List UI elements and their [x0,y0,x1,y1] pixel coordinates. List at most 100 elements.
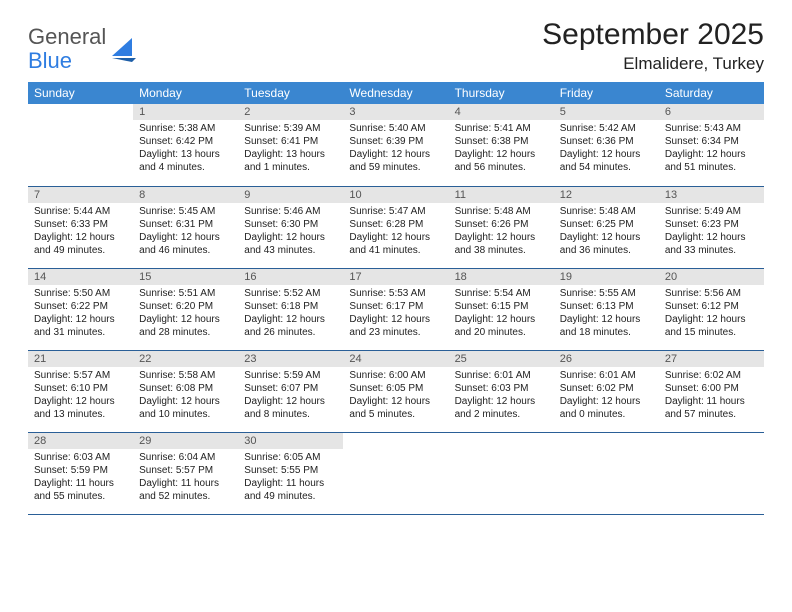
sunrise-line: Sunrise: 5:39 AM [244,122,337,135]
weekday-header: Monday [133,82,238,104]
calendar-cell: 23Sunrise: 5:59 AMSunset: 6:07 PMDayligh… [238,350,343,432]
day-data: Sunrise: 5:52 AMSunset: 6:18 PMDaylight:… [238,285,343,343]
day-data: Sunrise: 5:57 AMSunset: 6:10 PMDaylight:… [28,367,133,425]
calendar-cell [554,432,659,514]
day-number: 1 [133,104,238,120]
calendar-cell: 11Sunrise: 5:48 AMSunset: 6:26 PMDayligh… [449,186,554,268]
day-data: Sunrise: 5:56 AMSunset: 6:12 PMDaylight:… [659,285,764,343]
daylight-line: Daylight: 12 hours and 49 minutes. [34,231,127,257]
weekday-header: Wednesday [343,82,448,104]
day-data: Sunrise: 5:41 AMSunset: 6:38 PMDaylight:… [449,120,554,178]
daylight-line: Daylight: 11 hours and 55 minutes. [34,477,127,503]
sunrise-line: Sunrise: 5:40 AM [349,122,442,135]
day-number: 30 [238,433,343,449]
day-number: 17 [343,269,448,285]
day-number: 27 [659,351,764,367]
sunrise-line: Sunrise: 5:57 AM [34,369,127,382]
calendar-cell: 6Sunrise: 5:43 AMSunset: 6:34 PMDaylight… [659,104,764,186]
calendar-cell: 19Sunrise: 5:55 AMSunset: 6:13 PMDayligh… [554,268,659,350]
day-data: Sunrise: 5:54 AMSunset: 6:15 PMDaylight:… [449,285,554,343]
sunset-line: Sunset: 6:00 PM [665,382,758,395]
day-data: Sunrise: 5:47 AMSunset: 6:28 PMDaylight:… [343,203,448,261]
sunrise-line: Sunrise: 5:50 AM [34,287,127,300]
logo: General Blue [28,24,138,74]
sunrise-line: Sunrise: 5:58 AM [139,369,232,382]
day-number: 10 [343,187,448,203]
daylight-line: Daylight: 12 hours and 0 minutes. [560,395,653,421]
day-number: 21 [28,351,133,367]
day-number: 6 [659,104,764,120]
day-number: 24 [343,351,448,367]
calendar-cell: 24Sunrise: 6:00 AMSunset: 6:05 PMDayligh… [343,350,448,432]
calendar-cell: 10Sunrise: 5:47 AMSunset: 6:28 PMDayligh… [343,186,448,268]
calendar-row: 7Sunrise: 5:44 AMSunset: 6:33 PMDaylight… [28,186,764,268]
daylight-line: Daylight: 11 hours and 57 minutes. [665,395,758,421]
sunset-line: Sunset: 6:07 PM [244,382,337,395]
calendar-cell: 1Sunrise: 5:38 AMSunset: 6:42 PMDaylight… [133,104,238,186]
daylight-line: Daylight: 12 hours and 20 minutes. [455,313,548,339]
sunrise-line: Sunrise: 5:46 AM [244,205,337,218]
day-number: 9 [238,187,343,203]
sunset-line: Sunset: 6:30 PM [244,218,337,231]
weekday-header-row: Sunday Monday Tuesday Wednesday Thursday… [28,82,764,104]
sunrise-line: Sunrise: 6:00 AM [349,369,442,382]
sunrise-line: Sunrise: 5:45 AM [139,205,232,218]
weekday-header: Tuesday [238,82,343,104]
daylight-line: Daylight: 12 hours and 43 minutes. [244,231,337,257]
weekday-header: Thursday [449,82,554,104]
calendar-cell: 22Sunrise: 5:58 AMSunset: 6:08 PMDayligh… [133,350,238,432]
sunrise-line: Sunrise: 5:55 AM [560,287,653,300]
daylight-line: Daylight: 12 hours and 15 minutes. [665,313,758,339]
sunrise-line: Sunrise: 5:56 AM [665,287,758,300]
day-number: 5 [554,104,659,120]
sunset-line: Sunset: 6:33 PM [34,218,127,231]
sunrise-line: Sunrise: 5:59 AM [244,369,337,382]
sunrise-line: Sunrise: 5:47 AM [349,205,442,218]
day-number: 20 [659,269,764,285]
calendar-cell: 4Sunrise: 5:41 AMSunset: 6:38 PMDaylight… [449,104,554,186]
sunset-line: Sunset: 6:13 PM [560,300,653,313]
sunrise-line: Sunrise: 6:01 AM [455,369,548,382]
sunset-line: Sunset: 6:41 PM [244,135,337,148]
calendar-row: 14Sunrise: 5:50 AMSunset: 6:22 PMDayligh… [28,268,764,350]
calendar-cell: 18Sunrise: 5:54 AMSunset: 6:15 PMDayligh… [449,268,554,350]
calendar-cell: 17Sunrise: 5:53 AMSunset: 6:17 PMDayligh… [343,268,448,350]
calendar-cell: 15Sunrise: 5:51 AMSunset: 6:20 PMDayligh… [133,268,238,350]
day-data: Sunrise: 5:49 AMSunset: 6:23 PMDaylight:… [659,203,764,261]
sunset-line: Sunset: 6:12 PM [665,300,758,313]
sunset-line: Sunset: 6:25 PM [560,218,653,231]
sunset-line: Sunset: 6:26 PM [455,218,548,231]
sunrise-line: Sunrise: 5:41 AM [455,122,548,135]
sunset-line: Sunset: 6:38 PM [455,135,548,148]
sunrise-line: Sunrise: 5:52 AM [244,287,337,300]
day-number: 29 [133,433,238,449]
day-data: Sunrise: 5:51 AMSunset: 6:20 PMDaylight:… [133,285,238,343]
month-title: September 2025 [542,18,764,52]
logo-line1: General [28,24,106,49]
day-number: 3 [343,104,448,120]
day-data: Sunrise: 5:46 AMSunset: 6:30 PMDaylight:… [238,203,343,261]
sunset-line: Sunset: 6:23 PM [665,218,758,231]
logo-line2: Blue [28,48,106,74]
day-data: Sunrise: 6:01 AMSunset: 6:02 PMDaylight:… [554,367,659,425]
day-number: 15 [133,269,238,285]
sunset-line: Sunset: 6:08 PM [139,382,232,395]
calendar-cell [28,104,133,186]
day-data: Sunrise: 6:02 AMSunset: 6:00 PMDaylight:… [659,367,764,425]
sunset-line: Sunset: 6:10 PM [34,382,127,395]
sunrise-line: Sunrise: 5:42 AM [560,122,653,135]
day-number: 13 [659,187,764,203]
day-data: Sunrise: 6:03 AMSunset: 5:59 PMDaylight:… [28,449,133,507]
calendar-row: 21Sunrise: 5:57 AMSunset: 6:10 PMDayligh… [28,350,764,432]
daylight-line: Daylight: 12 hours and 13 minutes. [34,395,127,421]
day-data: Sunrise: 5:53 AMSunset: 6:17 PMDaylight:… [343,285,448,343]
sunrise-line: Sunrise: 5:49 AM [665,205,758,218]
weekday-header: Friday [554,82,659,104]
calendar-cell: 26Sunrise: 6:01 AMSunset: 6:02 PMDayligh… [554,350,659,432]
calendar-cell: 25Sunrise: 6:01 AMSunset: 6:03 PMDayligh… [449,350,554,432]
calendar-cell [449,432,554,514]
calendar-cell: 7Sunrise: 5:44 AMSunset: 6:33 PMDaylight… [28,186,133,268]
calendar-cell: 16Sunrise: 5:52 AMSunset: 6:18 PMDayligh… [238,268,343,350]
logo-text: General Blue [28,24,106,74]
sunset-line: Sunset: 6:02 PM [560,382,653,395]
